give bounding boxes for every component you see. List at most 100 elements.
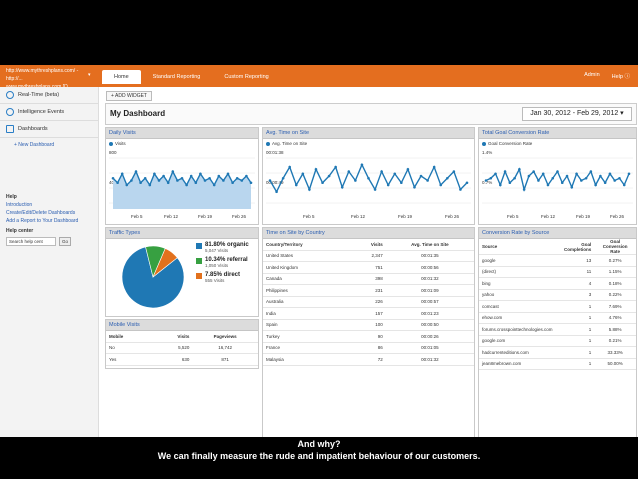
- help-go-button[interactable]: Go: [59, 237, 71, 246]
- table-row: Spain 100 00:00:50: [263, 319, 474, 331]
- sidebar-item-intelligence-events[interactable]: Intelligence Events: [0, 104, 98, 121]
- table-cell[interactable]: India: [263, 307, 350, 320]
- legend-label: Visits: [115, 141, 126, 146]
- column-header[interactable]: Mobile: [106, 331, 152, 343]
- table-cell[interactable]: hadcurrenteditions.com: [479, 346, 556, 359]
- table-row: forums.crosspointtechnologies.com 1 5.88%: [479, 323, 636, 336]
- table-cell[interactable]: Spain: [263, 319, 350, 331]
- legend-dot-icon: [482, 141, 486, 146]
- intelligence-icon: [6, 108, 14, 116]
- column-header[interactable]: Visits: [349, 239, 386, 251]
- widget-title[interactable]: Avg. Time on Site: [263, 128, 474, 139]
- table-cell: 00:01:32: [385, 273, 474, 285]
- account-selector[interactable]: http://www.mythreshplans.com/ - http://.…: [6, 67, 96, 90]
- column-header[interactable]: Source: [479, 239, 556, 255]
- table-cell[interactable]: ehow.com: [479, 312, 556, 324]
- date-range-picker[interactable]: Jan 30, 2012 - Feb 29, 2012 ▾: [522, 107, 632, 121]
- column-header[interactable]: Avg. Time on Site: [385, 239, 474, 251]
- table-cell[interactable]: No: [106, 342, 152, 354]
- table-cell: 90: [349, 330, 386, 343]
- tab-standard-reporting[interactable]: Standard Reporting: [152, 74, 201, 80]
- table-cell: 4: [555, 277, 595, 290]
- table-row: (direct) 11 1.15%: [479, 266, 636, 278]
- y-axis-label: 0.7%: [482, 180, 493, 185]
- table-cell[interactable]: forums.crosspointtechnologies.com: [479, 323, 556, 336]
- table-row: Malaysia 72 00:01:32: [263, 353, 474, 366]
- table-cell[interactable]: Canada: [263, 273, 350, 285]
- widget-mobile-visits: Mobile Visits Mobile Visits Pageviews No 5,5…: [105, 319, 259, 369]
- table-cell[interactable]: Australia: [263, 296, 350, 308]
- help-link-create-dashboards[interactable]: Create/Edit/Delete Dashboards: [6, 210, 76, 216]
- help-link-add-report[interactable]: Add a Report to Your Dashboard: [6, 218, 79, 224]
- legend-dot-icon: [266, 141, 270, 146]
- x-axis-label: Feb 26: [232, 214, 247, 219]
- widget-title[interactable]: Conversion Rate by Source: [479, 228, 636, 239]
- column-header[interactable]: Goal Conversion Rate: [594, 239, 636, 255]
- table-cell: 0.27%: [594, 254, 636, 267]
- dashboard-icon: [6, 125, 14, 133]
- table-cell: 5.88%: [594, 323, 636, 336]
- caption-line1: And why?: [297, 439, 341, 449]
- widget-title[interactable]: Daily Visits: [106, 128, 258, 139]
- column-header[interactable]: Visits: [151, 331, 193, 343]
- table-row: Yes 630 871: [106, 353, 258, 366]
- tab-custom-reporting[interactable]: Custom Reporting: [224, 74, 269, 80]
- widget-time-by-country: Time on Site by Country Country/Territor…: [262, 227, 475, 437]
- table-cell: 00:00:56: [385, 261, 474, 274]
- help-link[interactable]: Help ⓘ: [611, 74, 630, 80]
- sidebar-item-dashboards[interactable]: Dashboards: [0, 121, 98, 138]
- sidebar-item-label: Intelligence Events: [18, 109, 65, 115]
- new-dashboard-link[interactable]: + New Dashboard: [14, 142, 55, 148]
- widget-title[interactable]: Traffic Types: [106, 228, 258, 239]
- add-widget-button[interactable]: + ADD WIDGET: [106, 91, 152, 101]
- table-header-row: Source Goal Completions Goal Conversion Ra…: [479, 239, 636, 255]
- organic-visits: 5,047 Visits: [205, 248, 229, 253]
- help-search-input[interactable]: Search help cent: [6, 237, 56, 246]
- table-row: France 86 00:01:05: [263, 342, 474, 354]
- page-title: My Dashboard: [110, 109, 166, 118]
- widget-title[interactable]: Time on Site by Country: [263, 228, 474, 239]
- table-cell: 0.18%: [594, 277, 636, 290]
- sidebar-item-label: Real-Time (beta): [18, 92, 60, 98]
- table-cell: 00:00:50: [385, 319, 474, 331]
- x-axis-label: Feb 19: [576, 214, 591, 219]
- sidebar-item-real-time[interactable]: Real-Time (beta): [0, 87, 98, 104]
- table-cell[interactable]: Philippines: [263, 284, 350, 297]
- table-cell[interactable]: Malaysia: [263, 353, 350, 366]
- column-header[interactable]: Country/Territory: [263, 239, 350, 251]
- tab-home[interactable]: Home: [102, 70, 141, 84]
- table-cell[interactable]: (direct): [479, 266, 556, 278]
- avg-time-sparkline: [266, 157, 471, 204]
- table-cell[interactable]: United States: [263, 250, 350, 262]
- column-header[interactable]: Pageviews: [192, 331, 258, 343]
- table-row: Australia 226 00:00:57: [263, 296, 474, 308]
- admin-link[interactable]: Admin: [584, 72, 600, 78]
- help-link-introduction[interactable]: Introduction: [6, 202, 33, 208]
- table-cell[interactable]: Turkey: [263, 330, 350, 343]
- account-dropdown-icon[interactable]: ▾: [88, 72, 91, 78]
- table-row: yahoo 3 0.22%: [479, 289, 636, 301]
- table-cell[interactable]: comcast: [479, 300, 556, 313]
- table-cell[interactable]: yahoo: [479, 289, 556, 301]
- referral-visits: 1,050 Visits: [205, 263, 229, 268]
- goal-conversion-sparkline: [482, 157, 633, 204]
- table-cell[interactable]: United Kingdom: [263, 261, 350, 274]
- table-cell[interactable]: France: [263, 342, 350, 354]
- table-cell[interactable]: google.com: [479, 335, 556, 347]
- column-header[interactable]: Goal Completions: [555, 239, 595, 255]
- table-cell[interactable]: jean8mebrown.com: [479, 358, 556, 370]
- widget-title[interactable]: Mobile Visits: [106, 320, 258, 331]
- slide-caption: And why? We can finally measure the rude…: [0, 438, 638, 462]
- table-cell: 1: [555, 312, 595, 324]
- y-axis-label: 00:01:38: [266, 150, 284, 155]
- table-cell[interactable]: Yes: [106, 353, 152, 366]
- table-cell: 630: [151, 353, 193, 366]
- table-cell: 3: [555, 289, 595, 301]
- help-center-heading: Help center: [6, 228, 34, 234]
- table-cell: 00:00:57: [385, 296, 474, 308]
- table-cell[interactable]: google: [479, 254, 556, 267]
- widget-title[interactable]: Total Goal Conversion Rate: [479, 128, 636, 139]
- table-cell[interactable]: bing: [479, 277, 556, 290]
- table-row: Philippines 231 00:01:09: [263, 284, 474, 297]
- organic-pct: 81.80% organic: [205, 242, 249, 248]
